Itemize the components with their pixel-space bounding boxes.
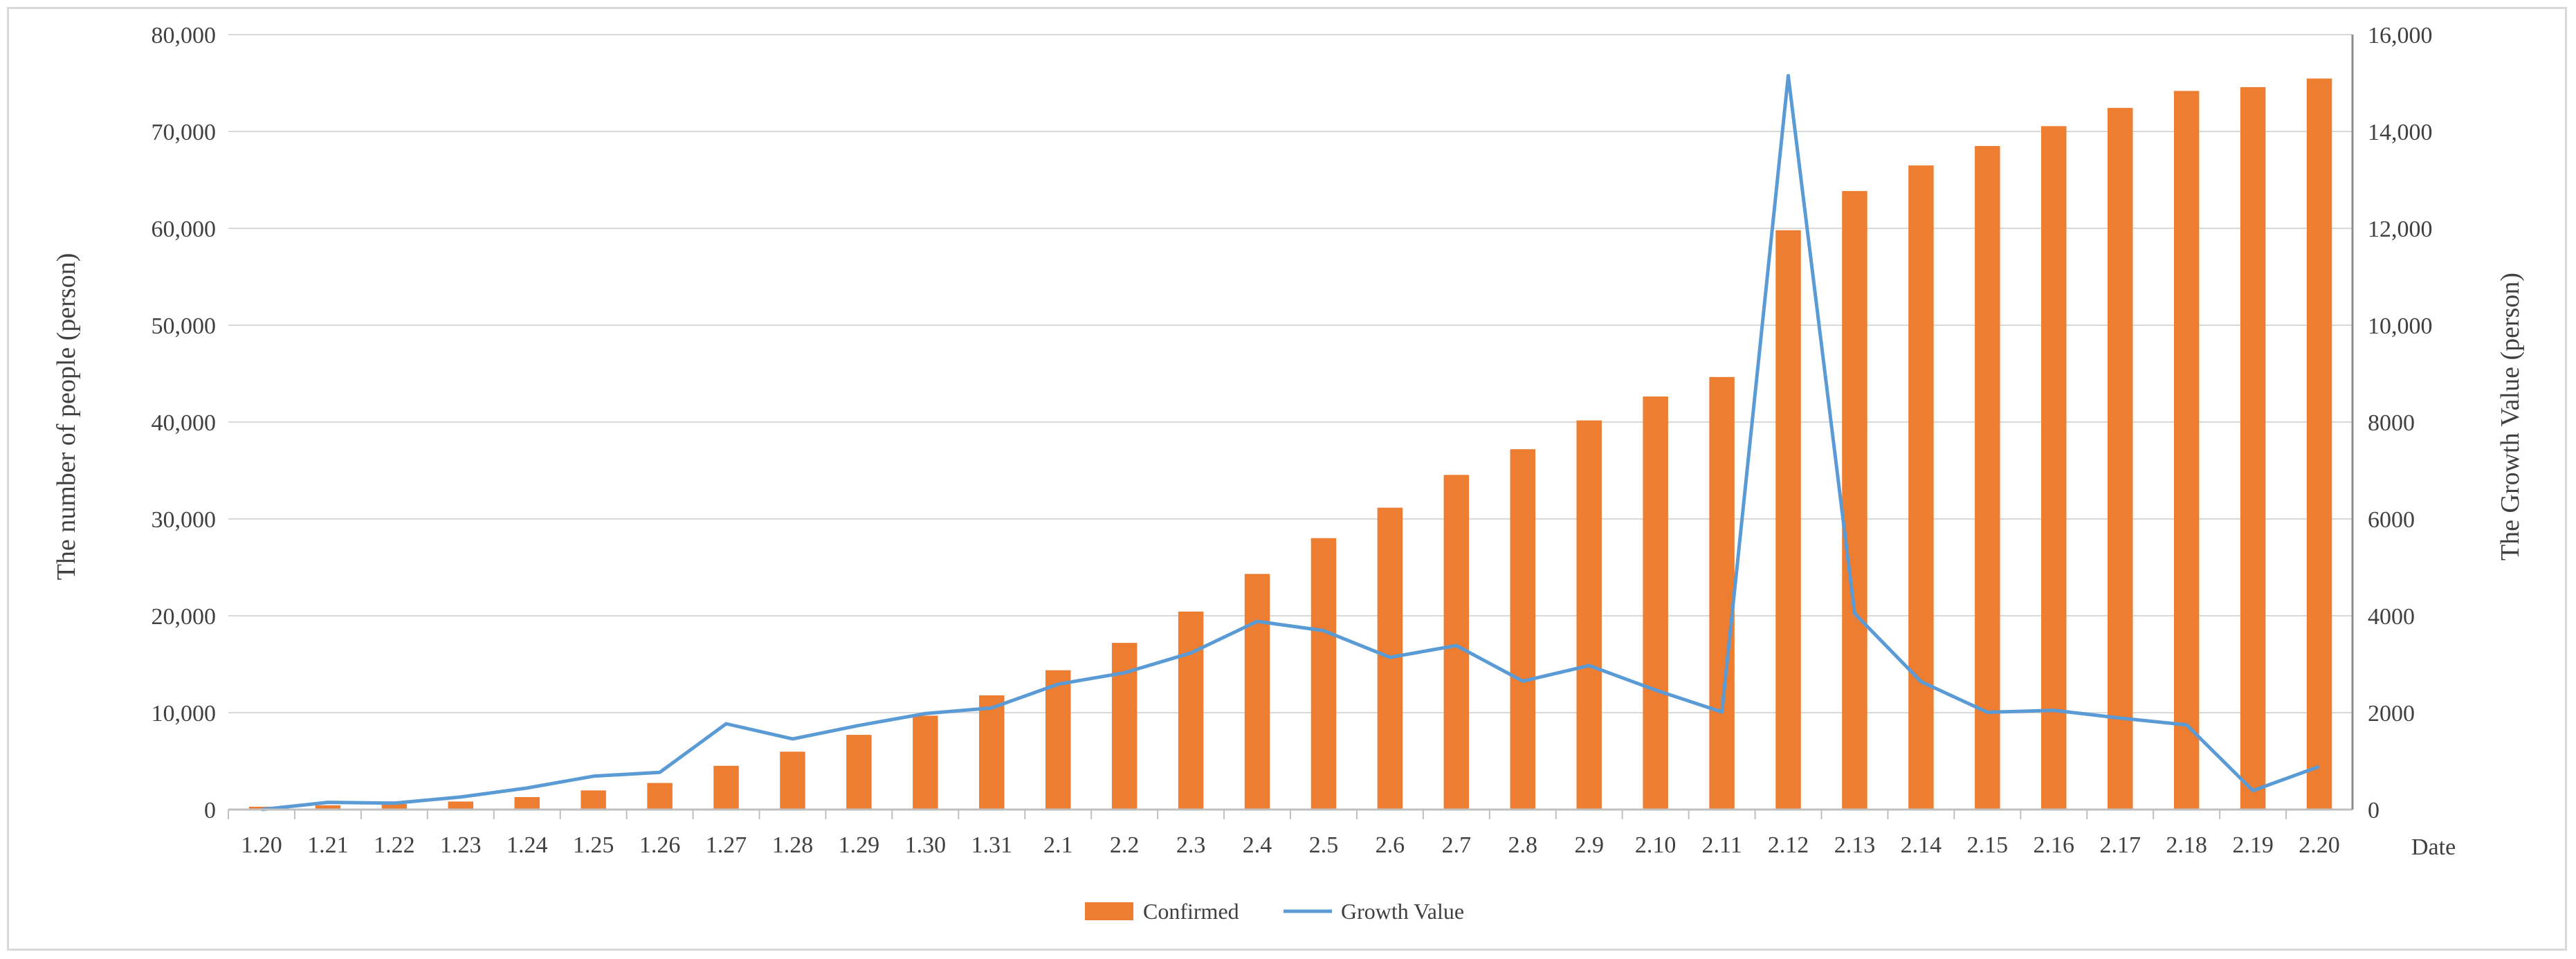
y-left-tick-label: 20,000 (152, 604, 217, 630)
y-right-tick-label: 16,000 (2368, 23, 2433, 48)
y-right-tick-label: 4000 (2368, 604, 2415, 630)
y-left-tick-label: 80,000 (152, 23, 217, 48)
y-left-tick-label: 40,000 (152, 410, 217, 436)
x-tick-label: 1.30 (905, 832, 947, 858)
x-tick-label: 1.31 (971, 832, 1013, 858)
bar-confirmed (2306, 78, 2332, 810)
x-tick-label: 1.22 (374, 832, 415, 858)
x-tick-label: 2.4 (1243, 832, 1272, 858)
x-tick-label: 1.21 (307, 832, 349, 858)
y-right-axis-title: The Growth Value (person) (2496, 273, 2525, 560)
bar-confirmed (514, 796, 540, 810)
x-tick-label: 1.28 (772, 832, 814, 858)
chart-frame (7, 7, 2567, 951)
y-right-tick-label: 2000 (2368, 701, 2415, 727)
x-tick-label: 2.14 (1901, 832, 1942, 858)
bar-confirmed (1111, 643, 1138, 810)
x-tick-label: 1.29 (839, 832, 880, 858)
bar-confirmed (913, 715, 938, 810)
bar-confirmed (2041, 126, 2067, 810)
x-tick-label: 2.16 (2034, 832, 2075, 858)
bar-confirmed (448, 801, 474, 810)
bar-confirmed (846, 735, 872, 810)
legend-growth-label: Growth Value (1341, 899, 1464, 924)
bar-confirmed (979, 695, 1005, 810)
bar-confirmed (1443, 475, 1470, 810)
bar-confirmed (1709, 376, 1735, 810)
x-tick-label: 1.27 (706, 832, 747, 858)
bar-confirmed (780, 751, 805, 810)
bar-confirmed (1842, 191, 1867, 810)
x-tick-label: 1.24 (506, 832, 548, 858)
bar-confirmed (1510, 449, 1536, 810)
x-tick-label: 2.19 (2232, 832, 2274, 858)
x-tick-label: 2.6 (1376, 832, 1405, 858)
bar-confirmed (1178, 611, 1204, 810)
x-tick-label: 2.1 (1043, 832, 1073, 858)
y-left-tick-label: 10,000 (152, 701, 217, 727)
bar-confirmed (1045, 670, 1071, 810)
x-tick-label: 2.12 (1768, 832, 1809, 858)
y-right-tick-label: 10,000 (2368, 313, 2433, 339)
line-growth-value (261, 73, 2320, 812)
bar-confirmed (1643, 396, 1668, 810)
y-left-tick-label: 60,000 (152, 217, 217, 242)
bar-confirmed (1244, 574, 1270, 810)
x-tick-label: 2.9 (1574, 832, 1604, 858)
x-tick-label: 2.7 (1442, 832, 1472, 858)
legend: Confirmed Growth Value (1085, 899, 1464, 924)
bar-confirmed (713, 765, 739, 810)
legend-confirmed-swatch (1085, 902, 1133, 920)
x-tick-label: 1.25 (573, 832, 614, 858)
bar-confirmed (2107, 107, 2133, 810)
bar-confirmed (1775, 230, 1801, 810)
x-tick-label: 1.26 (639, 832, 681, 858)
x-tick-label: 2.2 (1110, 832, 1140, 858)
y-right-tick-label: 14,000 (2368, 120, 2433, 145)
bar-confirmed (1975, 146, 2000, 810)
x-tick-label: 2.13 (1834, 832, 1876, 858)
y-left-tick-label: 30,000 (152, 507, 217, 533)
y-right-tick-label: 12,000 (2368, 217, 2433, 242)
bar-confirmed (581, 790, 606, 810)
bar-confirmed (1908, 165, 1934, 810)
y-left-axis-title: The number of people (person) (52, 253, 81, 581)
y-left-tick-label: 50,000 (152, 313, 217, 339)
y-left-tick-label: 0 (204, 798, 216, 823)
x-tick-label: 2.11 (1701, 832, 1742, 858)
y-right-tick-label: 6000 (2368, 507, 2415, 533)
x-axis-title: Date (2411, 834, 2456, 860)
legend-confirmed-label: Confirmed (1143, 899, 1239, 924)
x-tick-label: 2.10 (1635, 832, 1677, 858)
y-left-tick-label: 70,000 (152, 120, 217, 145)
x-tick-label: 2.17 (2099, 832, 2141, 858)
x-tick-label: 1.23 (440, 832, 482, 858)
bar-confirmed (2173, 91, 2200, 810)
bar-confirmed (647, 783, 673, 810)
bar-confirmed (2240, 86, 2266, 810)
x-tick-label: 2.8 (1508, 832, 1538, 858)
x-tick-label: 2.3 (1176, 832, 1206, 858)
bar-confirmed (315, 805, 341, 810)
x-tick-label: 2.15 (1967, 832, 2009, 858)
y-right-tick-label: 0 (2368, 798, 2379, 823)
x-tick-label: 2.5 (1309, 832, 1339, 858)
x-tick-label: 2.20 (2299, 832, 2340, 858)
bar-confirmed (381, 804, 408, 810)
bar-confirmed (1576, 420, 1602, 810)
x-tick-label: 1.20 (241, 832, 282, 858)
y-right-tick-label: 8000 (2368, 410, 2415, 436)
bar-confirmed (1310, 538, 1337, 810)
x-tick-label: 2.18 (2166, 832, 2207, 858)
